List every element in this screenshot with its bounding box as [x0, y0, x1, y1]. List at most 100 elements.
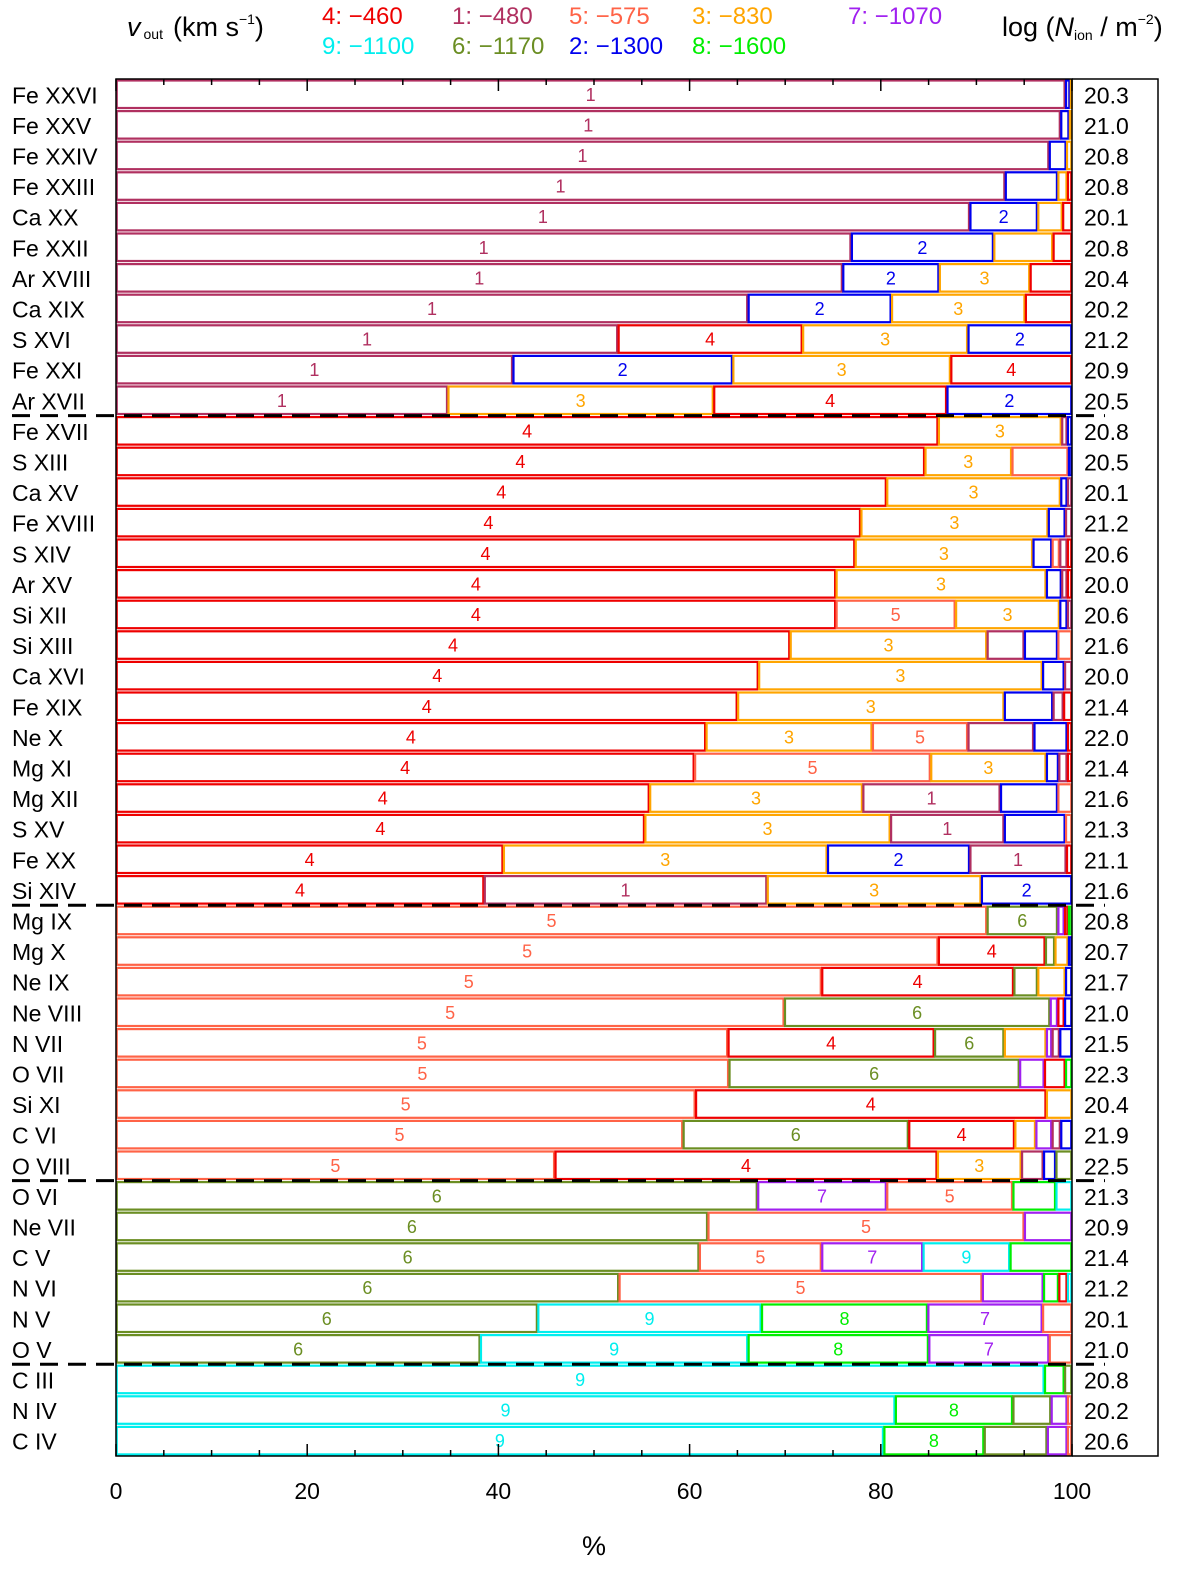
bar-segment-ca-xv-2-2 — [1060, 477, 1068, 507]
segment-label-fe-xx-4-0: 4 — [305, 850, 315, 870]
logn-label-ar-xvii: 20.5 — [1084, 388, 1129, 414]
legend-item-2: 2: −1300 — [569, 33, 663, 60]
segment-label-s-xvi-4-1: 4 — [705, 330, 715, 350]
segment-label-fe-xvii-3-1: 3 — [995, 421, 1005, 441]
column-density-units-superscript: −2 — [1138, 11, 1154, 27]
logn-label-o-vi: 21.3 — [1084, 1184, 1129, 1210]
segment-label-ca-xv-4-0: 4 — [496, 483, 506, 503]
segment-label-mg-xi-4-0: 4 — [400, 758, 410, 778]
segment-label-n-vii-4-1: 4 — [826, 1033, 836, 1053]
logn-label-fe-xix: 21.4 — [1084, 694, 1129, 720]
ion-label-mg-x: Mg X — [12, 939, 66, 965]
segment-label-s-xiv-4-0: 4 — [480, 544, 490, 564]
ion-label-ne-viii: Ne VIII — [12, 1000, 82, 1026]
bar-segment-mg-ix-7-2 — [1057, 905, 1065, 936]
bar-segment-mg-ix-8-4 — [1067, 905, 1073, 936]
logn-label-mg-xi: 21.4 — [1084, 756, 1129, 782]
bar-segment-n-vii-6-2 — [933, 1027, 1005, 1058]
bar-segment-si-xii-2-3 — [1059, 599, 1068, 630]
bar-segment-mg-xi-4-5 — [1066, 752, 1073, 783]
segment-label-ca-xix-3-2: 3 — [953, 299, 963, 319]
bar-segment-o-vi-9-4 — [1055, 1180, 1073, 1211]
segment-label-mg-ix-6-1: 6 — [1017, 911, 1027, 931]
group-separators — [12, 414, 1105, 1366]
bar-segment-fe-xxii-3-2 — [993, 232, 1054, 263]
bar-segment-mg-x-4-1 — [937, 936, 1046, 966]
bar-segment-o-vii-7-2 — [1019, 1058, 1045, 1089]
bar-row-ar-xvii: 1 3 4 2 — [115, 385, 1073, 416]
ion-label-c-vi: C VI — [12, 1123, 57, 1149]
bar-segment-n-vii-4-1 — [727, 1027, 935, 1058]
segment-label-si-xii-3-2: 3 — [1002, 605, 1012, 625]
bar-row-fe-xxiv: 1 — [115, 140, 1073, 171]
logn-label-mg-xii: 21.6 — [1084, 786, 1129, 812]
bar-segment-c-v-7-2 — [821, 1242, 924, 1272]
bar-row-c-iii: 9 — [115, 1364, 1073, 1395]
bar-segment-n-iv-6-2 — [1012, 1395, 1052, 1425]
segment-label-ca-xvi-4-0: 4 — [432, 666, 442, 686]
segment-label-ne-ix-5-0: 5 — [464, 972, 474, 992]
bar-segment-ne-x-5-2 — [871, 721, 969, 752]
bar-segment-s-xiii-2-3 — [1067, 446, 1073, 477]
segment-label-o-viii-3-2: 3 — [974, 1156, 984, 1176]
bar-segment-ne-vii-5-1 — [707, 1211, 1025, 1242]
segment-label-fe-xxiii-1-0: 1 — [556, 177, 566, 197]
bar-segment-fe-xvii-1-2 — [1061, 416, 1068, 446]
segment-label-c-v-9-3: 9 — [961, 1248, 971, 1268]
bar-segment-o-viii-4-1 — [554, 1150, 938, 1181]
column-density-symbol: N — [1055, 12, 1075, 42]
segment-label-n-v-6-0: 6 — [322, 1309, 332, 1329]
bar-segment-mg-x-2-4 — [1067, 936, 1073, 966]
bar-segment-mg-x-3-3 — [1054, 936, 1069, 966]
bar-row-s-xv: 4 3 1 — [115, 813, 1073, 844]
logn-label-fe-xxi: 20.9 — [1084, 358, 1129, 384]
bar-segment-o-viii-6-5 — [1055, 1150, 1073, 1181]
ion-label-fe-xvii: Fe XVII — [12, 419, 89, 445]
ion-label-c-iii: C III — [12, 1368, 54, 1394]
segment-label-mg-x-4-1: 4 — [987, 942, 997, 962]
velocity-units-superscript: −1 — [239, 11, 255, 27]
segment-label-fe-xxvi-1-0: 1 — [586, 85, 596, 105]
logn-label-n-vii: 21.5 — [1084, 1031, 1129, 1057]
segment-label-fe-xx-3-1: 3 — [660, 850, 670, 870]
logn-label-fe-xviii: 21.2 — [1084, 511, 1129, 537]
logn-label-s-xvi: 21.2 — [1084, 327, 1129, 353]
plot-area-border — [115, 78, 1073, 1457]
bar-segment-o-vii-8-4 — [1064, 1058, 1073, 1089]
x-axis: 0 20 40 60 80 100% — [110, 79, 1091, 1561]
ion-label-fe-xxiv: Fe XXIV — [12, 144, 98, 170]
segment-label-n-v-8-2: 8 — [839, 1309, 849, 1329]
segment-label-si-xii-4-0: 4 — [471, 605, 481, 625]
bar-segment-si-xiii-1-2 — [986, 630, 1025, 660]
bar-segment-s-xiv-1-4 — [1059, 538, 1068, 569]
bar-segment-fe-xxv-2-1 — [1060, 109, 1070, 140]
ion-label-c-v: C V — [12, 1245, 51, 1271]
segment-label-n-v-7-3: 7 — [980, 1309, 990, 1329]
bar-segment-ca-xx-4-3 — [1062, 201, 1073, 232]
bar-segment-ar-xv-2-2 — [1045, 568, 1062, 599]
bar-segment-s-xvi-3-2 — [802, 324, 969, 354]
segment-label-ne-ix-4-1: 4 — [913, 972, 923, 992]
segment-label-fe-xxii-1-0: 1 — [479, 238, 489, 258]
logn-label-si-xiii: 21.6 — [1084, 633, 1129, 659]
bar-segment-mg-xii-5-4 — [1057, 783, 1073, 813]
bar-segment-fe-xxvi-2-1 — [1064, 79, 1071, 110]
bar-row-fe-xxi: 1 2 3 4 — [115, 354, 1073, 385]
ion-label-n-iv: N IV — [12, 1398, 57, 1424]
segment-label-si-xiii-3-1: 3 — [883, 636, 893, 656]
bar-segment-fe-xxi-2-1 — [512, 354, 733, 385]
bar-segment-n-vii-1-5 — [1051, 1027, 1060, 1058]
logn-label-o-v: 21.0 — [1084, 1337, 1129, 1363]
bar-segment-ne-x-1-3 — [967, 721, 1035, 752]
ion-label-fe-xxi: Fe XXI — [12, 358, 82, 384]
logn-label-c-v: 21.4 — [1084, 1245, 1129, 1271]
segment-label-si-xiv-2-3: 2 — [1022, 880, 1032, 900]
